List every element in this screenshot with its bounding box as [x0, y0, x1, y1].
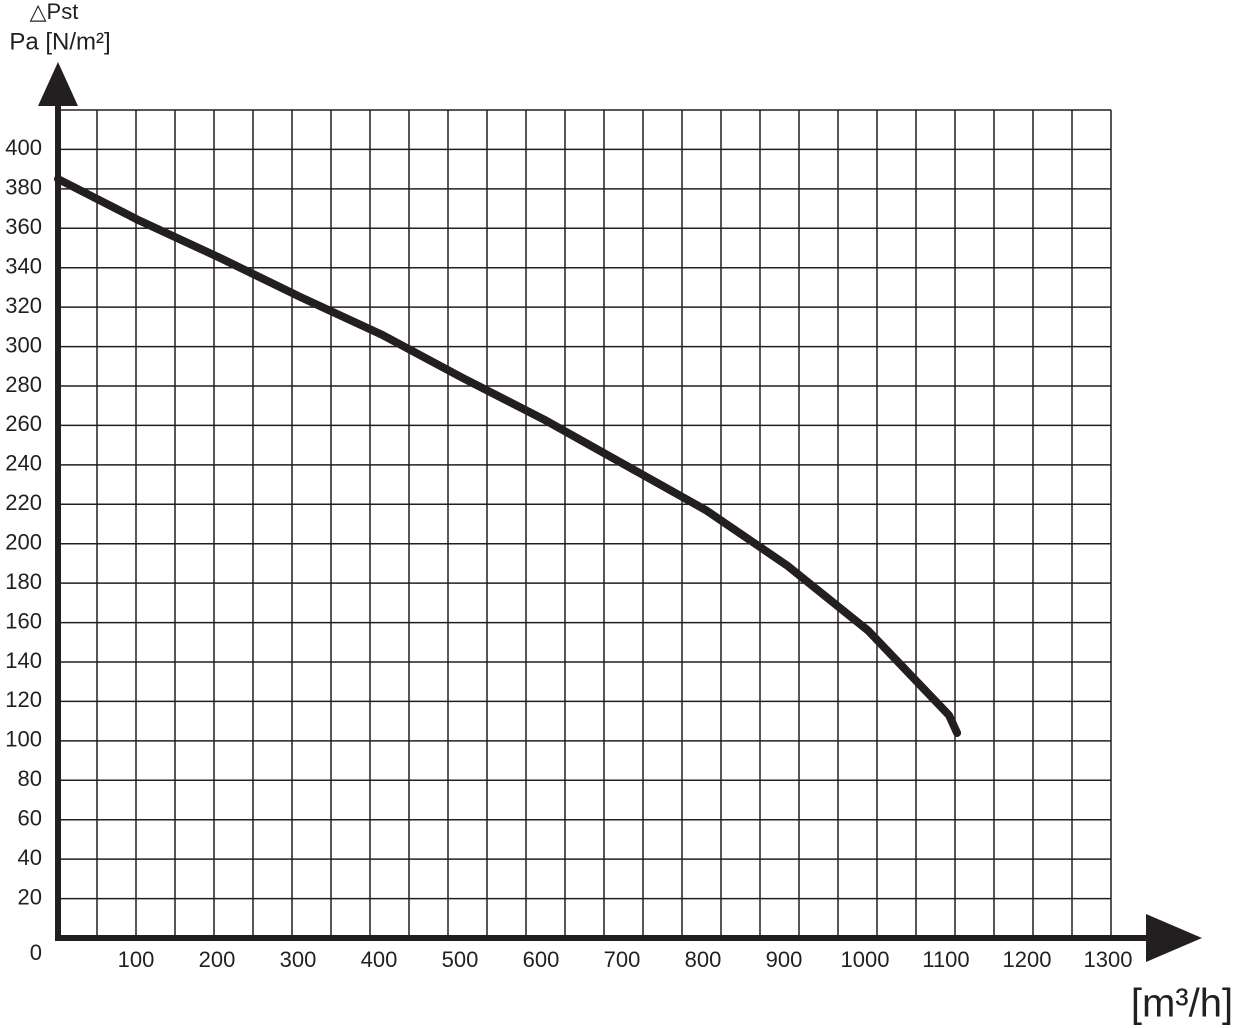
- y-tick-label: 20: [18, 884, 42, 909]
- x-tick-label: 400: [361, 947, 398, 972]
- x-tick-label: 1100: [922, 947, 969, 972]
- x-tick-label: 600: [523, 947, 560, 972]
- y-tick-label: 340: [5, 254, 42, 279]
- x-tick-label: 100: [118, 947, 155, 972]
- x-axis-label: [m³/h]: [1131, 982, 1233, 1026]
- x-tick-label: 700: [604, 947, 641, 972]
- x-axis-arrow: [1146, 914, 1202, 962]
- y-tick-label: 320: [5, 293, 42, 318]
- y-tick-label: 360: [5, 214, 42, 239]
- x-tick-label: 500: [442, 947, 479, 972]
- y-axis-label-top: △Pst: [30, 0, 79, 24]
- y-tick-label: 380: [5, 175, 42, 200]
- y-tick-label: 80: [18, 766, 42, 791]
- x-tick-label: 800: [685, 947, 722, 972]
- y-tick-label: 140: [5, 648, 42, 673]
- y-tick-label: 260: [5, 411, 42, 436]
- y-axis-label: Pa [N/m²]: [9, 28, 110, 55]
- x-tick-label: 1300: [1084, 947, 1133, 972]
- y-tick-label: 240: [5, 451, 42, 476]
- y-tick-label: 160: [5, 608, 42, 633]
- x-tick-label: 300: [280, 947, 317, 972]
- y-tick-label: 300: [5, 332, 42, 357]
- curve: [54, 175, 962, 737]
- x-tick-label: 900: [766, 947, 803, 972]
- y-axis-arrow: [38, 62, 78, 106]
- x-tick-label: 1000: [841, 947, 890, 972]
- y-tick-label: 100: [5, 727, 42, 752]
- x-tick-label: 1200: [1003, 947, 1052, 972]
- x-tick-label: 200: [199, 947, 236, 972]
- y-tick-label: 400: [5, 135, 42, 160]
- y-tick-label: 60: [18, 806, 42, 831]
- y-tick-label: 40: [18, 845, 42, 870]
- y-tick-label: 200: [5, 530, 42, 555]
- y-tick-label: 180: [5, 569, 42, 594]
- y-tick-label: 220: [5, 490, 42, 515]
- y-tick-label: 280: [5, 372, 42, 397]
- y-tick-label: 0: [30, 940, 42, 965]
- y-tick-label: 120: [5, 687, 42, 712]
